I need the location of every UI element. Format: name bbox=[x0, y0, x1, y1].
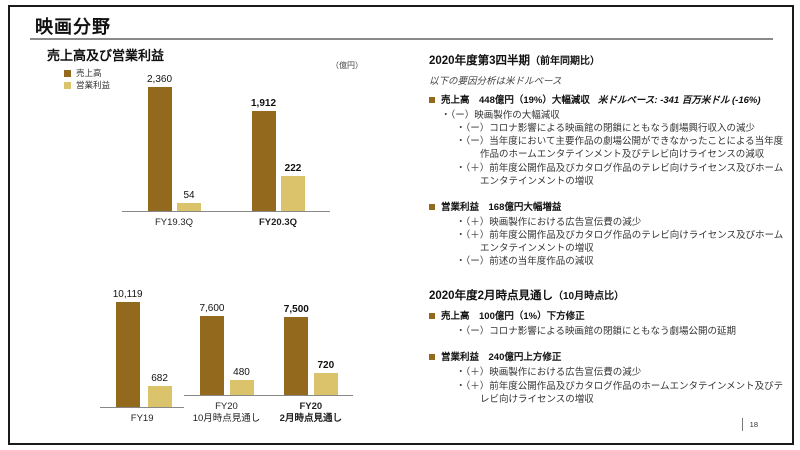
title-divider bbox=[30, 38, 773, 40]
bar-with-label: 720 bbox=[313, 275, 338, 395]
factor-item: ・（ー）映画製作の大幅減収 bbox=[441, 110, 560, 122]
bar-value-label: 54 bbox=[183, 190, 195, 201]
bar-value-label: 480 bbox=[233, 367, 250, 378]
page-title: 映画分野 bbox=[35, 17, 111, 37]
page-number-text: 18 bbox=[749, 420, 758, 429]
bar-value-label: 682 bbox=[151, 373, 168, 385]
factor-item: ・（＋）前年度公開作品及びカタログ作品のテレビ向けライセンス及びホームエンタテイ… bbox=[456, 162, 784, 187]
category-label: FY20.3Q bbox=[258, 217, 298, 228]
category-label: FY20 2月時点見通し bbox=[279, 401, 342, 425]
bar bbox=[251, 111, 276, 211]
chart-legend: 売上高 営業利益 bbox=[64, 67, 110, 91]
q3-heading-text: 2020年度第3四半期 bbox=[429, 55, 530, 67]
analysis-column: 2020年度第3四半期（前年同期比） 以下の要因分析は米ドルベース 売上高 44… bbox=[429, 54, 789, 419]
outlook-profit-factors: ・（＋）映画製作における広告宣伝費の減少 ・（＋）前年度公開作品及びカタログ作品の… bbox=[429, 366, 789, 405]
q3-sales-headline-text: 売上高 448億円（19%）大幅減収 bbox=[441, 94, 590, 106]
factor-item: ・（ー）コロナ影響による映画館の閉鎖にともなう劇場公開の延期 bbox=[456, 326, 736, 338]
bar bbox=[284, 317, 309, 395]
annual-forecast-chart: 10,119 682 FY19 7,600 480 FY20 10月時点見通し 7,500 7… bbox=[100, 275, 353, 426]
category-label: FY20 10月時点見通し bbox=[192, 401, 261, 425]
bar-value-label: 222 bbox=[284, 163, 302, 174]
bullet-square-icon bbox=[429, 96, 435, 103]
bullet-square-icon bbox=[429, 313, 435, 320]
bar bbox=[313, 373, 338, 395]
bar-with-label: 7,500 bbox=[284, 275, 309, 395]
q3-sales-usd-note: 米ドルベース: -341 百万米ドル (-16%) bbox=[597, 94, 761, 106]
q3-heading: 2020年度第3四半期（前年同期比） bbox=[429, 54, 789, 70]
bar-with-label: 222 bbox=[281, 72, 306, 211]
bullet-square-icon bbox=[429, 354, 435, 361]
factor-item: ・（＋）映画製作における広告宣伝費の減少 bbox=[456, 216, 642, 228]
bar bbox=[229, 380, 254, 395]
bar-value-label: 10,119 bbox=[112, 289, 143, 301]
factor-item: ・（＋）前年度公開作品及びカタログ作品のホームエンタテインメント及びテレビ向けラ… bbox=[456, 380, 784, 405]
bar-value-label: 2,360 bbox=[146, 74, 173, 85]
outlook-profit-headline-text: 営業利益 240億円上方修正 bbox=[441, 352, 562, 364]
sales-legend-swatch-icon bbox=[64, 69, 71, 77]
factor-item: ・（＋）前年度公開作品及びカタログ作品のテレビ向けライセンス及びホームエンタテイ… bbox=[456, 229, 784, 255]
bar-with-label: 1,912 bbox=[251, 72, 276, 211]
q3-profit-headline: 営業利益 168億円大幅増益 bbox=[429, 201, 789, 214]
usd-basis-note: 以下の要因分析は米ドルベース bbox=[429, 75, 562, 87]
q3-profit-factors: ・（＋）映画製作における広告宣伝費の減少 ・（＋）前年度公開作品及びカタログ作品の… bbox=[429, 216, 789, 268]
bar bbox=[115, 302, 140, 408]
outlook-profit-headline: 営業利益 240億円上方修正 bbox=[429, 351, 789, 364]
outlook-sales-headline: 売上高 100億円（1%）下方修正 bbox=[429, 310, 789, 323]
bar bbox=[177, 203, 202, 211]
bar-value-label: 1,912 bbox=[250, 98, 277, 109]
legend-row-profit: 営業利益 bbox=[64, 79, 110, 91]
factor-item: ・（ー）前述の当年度作品の減収 bbox=[456, 256, 594, 268]
bar bbox=[147, 87, 172, 211]
q3-profit-headline-text: 営業利益 168億円大幅増益 bbox=[441, 201, 562, 213]
page-number: 18 bbox=[741, 418, 758, 431]
chart-section-title: 売上高及び営業利益 bbox=[47, 48, 165, 63]
unit-label: （億円） bbox=[331, 61, 363, 70]
chart-group: 2,360 54 FY19.3Q bbox=[122, 72, 226, 229]
bar-with-label: 7,600 bbox=[199, 275, 225, 395]
chart-group: 10,119 682 FY19 bbox=[100, 287, 185, 425]
bar-value-label: 7,600 bbox=[199, 303, 225, 314]
factor-item: ・（＋）映画製作における広告宣伝費の減少 bbox=[456, 367, 642, 379]
q3-heading-paren: （前年同期比） bbox=[529, 56, 600, 67]
outlook-heading-paren: （10月時点比） bbox=[552, 291, 625, 303]
category-label: FY19 bbox=[130, 413, 154, 425]
bar-with-label: 54 bbox=[177, 72, 202, 211]
legend-row-sales: 売上高 bbox=[64, 67, 110, 79]
profit-legend-swatch-icon bbox=[64, 81, 71, 89]
bar-with-label: 2,360 bbox=[147, 72, 172, 211]
q3-sales-factors: ・（ー）映画製作の大幅減収 ・（ー）コロナ影響による映画館の閉鎖にともなう劇場興行… bbox=[429, 109, 789, 188]
legend-label-profit: 営業利益 bbox=[76, 80, 111, 90]
outlook-sales-factors: ・（ー）コロナ影響による映画館の閉鎖にともなう劇場公開の延期 bbox=[429, 325, 789, 338]
bar bbox=[199, 316, 224, 395]
outlook-sales-headline-text: 売上高 100億円（1%）下方修正 bbox=[441, 311, 585, 323]
legend-label-sales: 売上高 bbox=[76, 68, 102, 78]
bullet-square-icon bbox=[429, 203, 435, 210]
page-number-divider bbox=[741, 418, 743, 431]
bar-with-label: 10,119 bbox=[112, 287, 143, 408]
chart-group: 1,912 222 FY20.3Q bbox=[226, 72, 330, 229]
outlook-heading-text: 2020年度2月時点見通し bbox=[429, 290, 553, 303]
bar-value-label: 720 bbox=[317, 360, 335, 371]
outlook-heading: 2020年度2月時点見通し（10月時点比） bbox=[429, 289, 789, 305]
q3-sales-headline: 売上高 448億円（19%）大幅減収 米ドルベース: -341 百万米ドル (-1… bbox=[429, 94, 789, 107]
category-label: FY19.3Q bbox=[154, 217, 194, 228]
bar bbox=[147, 386, 172, 408]
factor-item: ・（ー）コロナ影響による映画館の閉鎖にともなう劇場興行収入の減少 bbox=[456, 123, 755, 135]
chart-group: 7,500 720 FY20 2月時点見通し bbox=[268, 275, 353, 426]
bar-value-label: 7,500 bbox=[283, 304, 309, 315]
bar-with-label: 682 bbox=[147, 287, 172, 408]
bar-with-label: 480 bbox=[229, 275, 254, 395]
factor-item: ・（ー）当年度において主要作品の劇場公開ができなかったことによる当年度作品のホー… bbox=[456, 136, 784, 161]
chart-group: 7,600 480 FY20 10月時点見通し bbox=[184, 275, 269, 426]
bar bbox=[281, 176, 306, 211]
quarterly-results-chart: 2,360 54 FY19.3Q 1,912 222 FY20.3Q bbox=[122, 72, 330, 229]
